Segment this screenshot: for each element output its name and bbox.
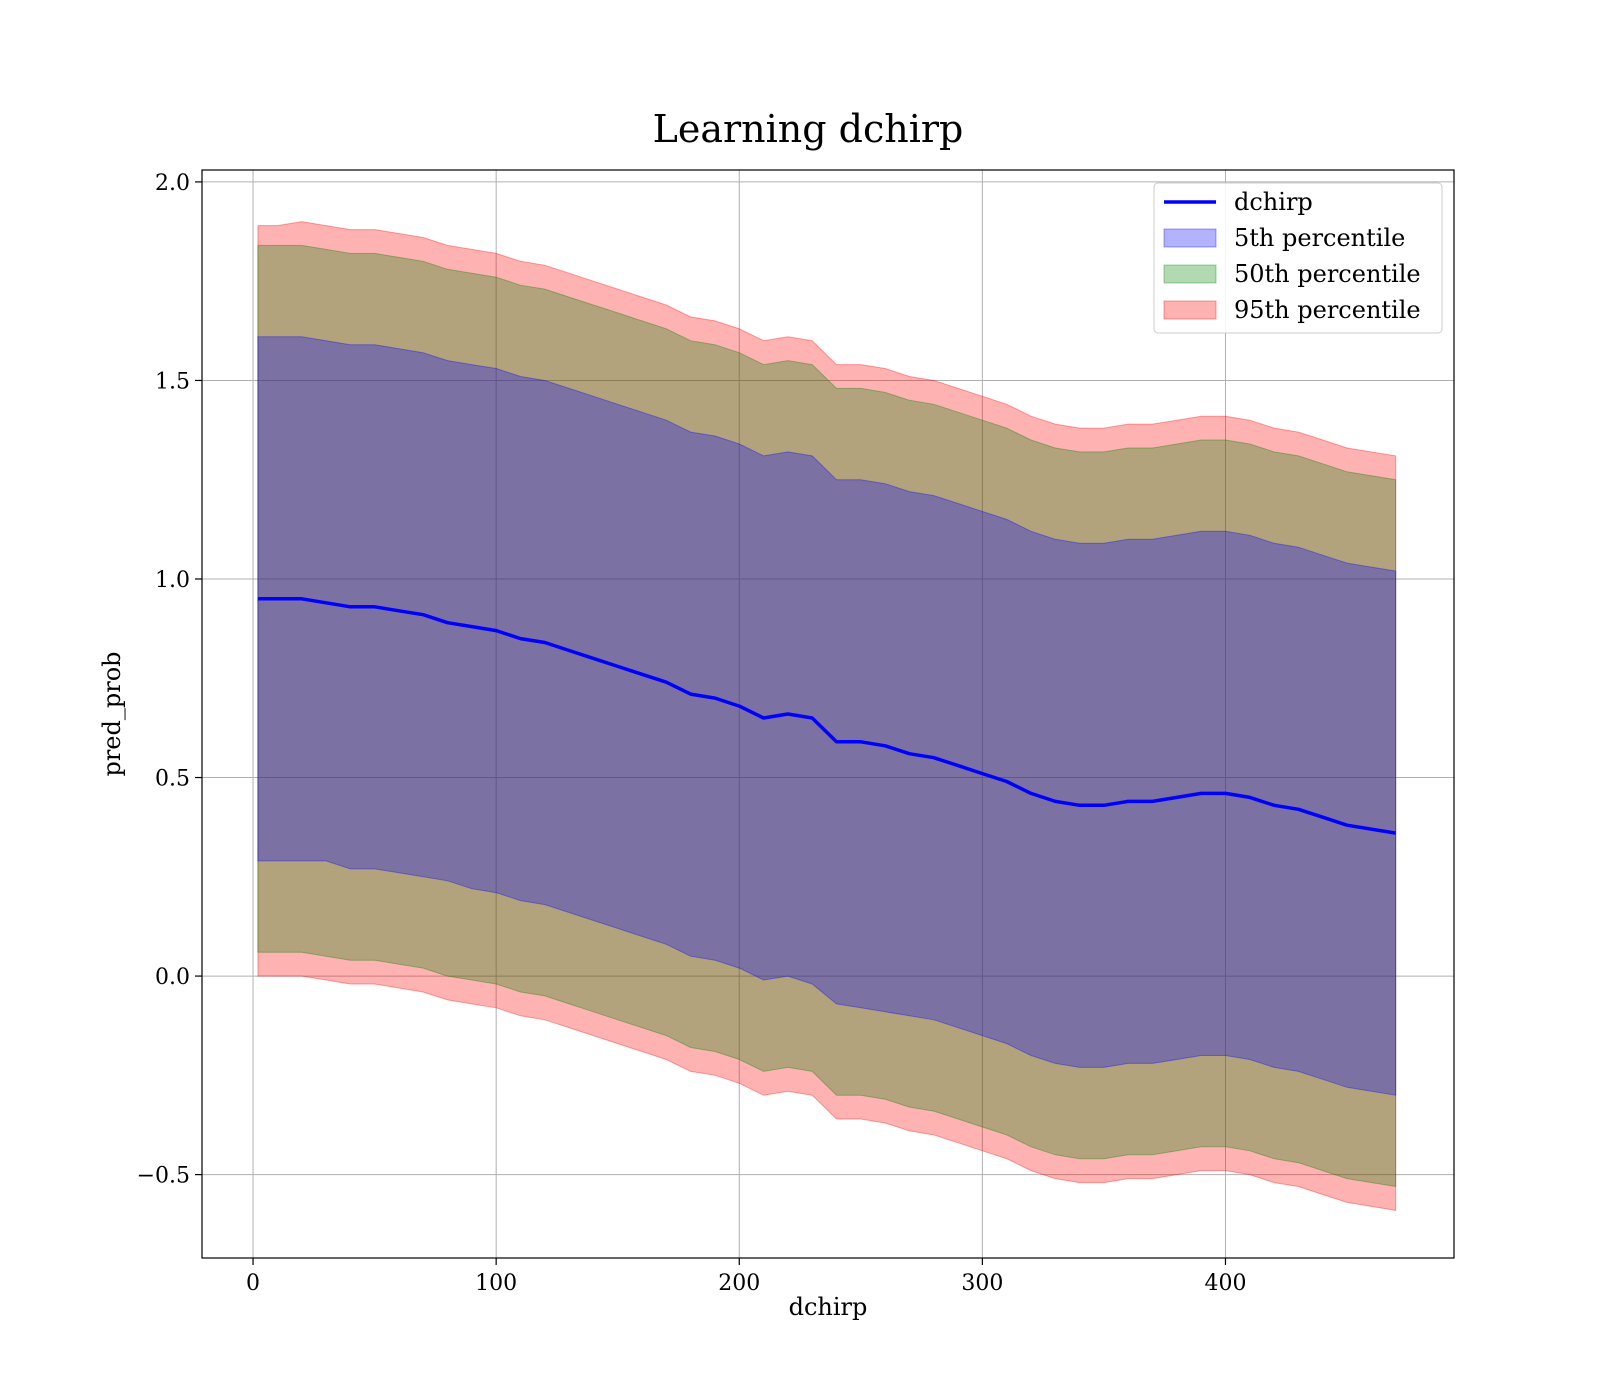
- x-tick-label: 100: [475, 1271, 517, 1296]
- band-95th: [257, 221, 1397, 1211]
- y-tick-label: 0.0: [155, 965, 190, 990]
- chart-title: Learning dchirp: [653, 107, 964, 151]
- band-50th: [257, 244, 1397, 1188]
- grid-layer: [202, 170, 1454, 1258]
- legend-swatch-95th: [1163, 300, 1217, 320]
- legend-box: [1153, 182, 1443, 334]
- legend-label-dchirp: dchirp: [1234, 188, 1313, 216]
- line-dchirp: [257, 597, 1396, 835]
- y-axis-label: pred_prob: [98, 651, 126, 776]
- legend-label-5th: 5th percentile: [1234, 224, 1405, 252]
- y-tick-label: 1.0: [155, 568, 190, 593]
- x-tick-label: 0: [246, 1271, 260, 1296]
- y-tick-label: 2.0: [155, 171, 190, 196]
- y-tick-label: 1.5: [155, 369, 190, 394]
- line-layer: [257, 597, 1396, 835]
- band-5th: [257, 336, 1397, 1096]
- x-axis: 0 100 200 300 400: [246, 1258, 1246, 1296]
- x-axis-label: dchirp: [789, 1293, 868, 1321]
- x-tick-label: 300: [961, 1271, 1003, 1296]
- x-tick-label: 400: [1204, 1271, 1246, 1296]
- legend-swatch-50th: [1163, 264, 1217, 284]
- x-tick-label: 200: [718, 1271, 760, 1296]
- band-layer: [257, 221, 1397, 1211]
- y-tick-label: −0.5: [137, 1164, 190, 1189]
- y-axis: −0.5 0.0 0.5 1.0 1.5 2.0: [137, 171, 202, 1189]
- legend-swatch-5th: [1163, 228, 1217, 248]
- y-tick-label: 0.5: [155, 767, 190, 792]
- legend-label-50th: 50th percentile: [1234, 260, 1421, 288]
- legend-label-95th: 95th percentile: [1234, 296, 1421, 324]
- legend: dchirp 5th percentile 50th percentile 95…: [1153, 182, 1443, 334]
- plot-frame: [201, 169, 1455, 1259]
